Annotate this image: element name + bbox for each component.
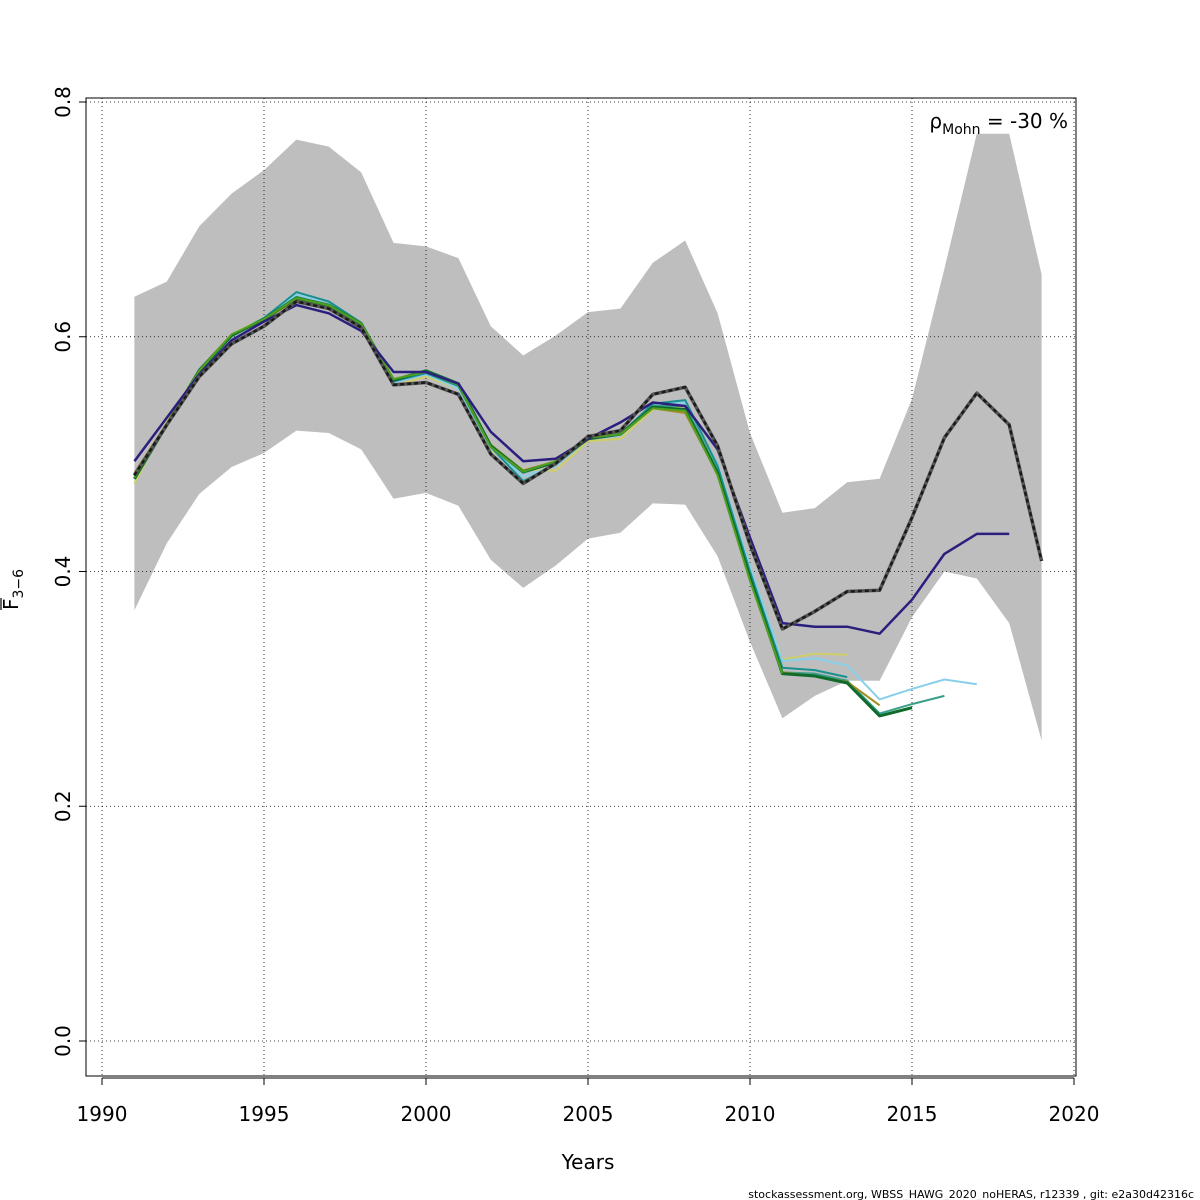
x-tick-label: 2020 (1049, 1102, 1100, 1126)
x-tick-label: 1995 (239, 1102, 290, 1126)
y-tick-label: 0.4 (51, 556, 75, 588)
series-line-8 (133, 300, 1043, 631)
y-tick-label: 0.2 (51, 790, 75, 822)
series-layer (132, 291, 1044, 718)
mohn-rho-annotation: ρMohn = -30 % (929, 109, 1068, 138)
x-tick-label: 2015 (887, 1102, 938, 1126)
y-axis-title-main: F (0, 598, 23, 610)
rho-subscript: Mohn (942, 122, 980, 138)
y-axis-title: F3−6 (0, 569, 27, 610)
y-tick-label: 0.6 (51, 321, 75, 353)
x-axis: 1990 1995 2000 2005 2010 2015 2020 (77, 1077, 1100, 1126)
footer-source: stockassessment.org, WBSS_HAWG_2020_noHE… (748, 1188, 1194, 1200)
svg-text:F3−6: F3−6 (0, 569, 27, 610)
y-tick-label: 0.0 (51, 1025, 75, 1057)
x-tick-label: 2005 (563, 1102, 614, 1126)
x-tick-label: 2000 (401, 1102, 452, 1126)
rho-value: = -30 % (981, 109, 1069, 133)
y-axis: 0.0 0.2 0.4 0.6 0.8 (51, 86, 87, 1057)
grid-layer (86, 98, 1076, 1076)
x-tick-label: 1990 (77, 1102, 128, 1126)
y-tick-label: 0.8 (51, 86, 75, 118)
y-axis-title-sub: 3−6 (11, 569, 27, 599)
x-axis-title: Years (561, 1150, 615, 1174)
x-tick-label: 2010 (725, 1102, 776, 1126)
rho-symbol: ρ (929, 109, 942, 133)
